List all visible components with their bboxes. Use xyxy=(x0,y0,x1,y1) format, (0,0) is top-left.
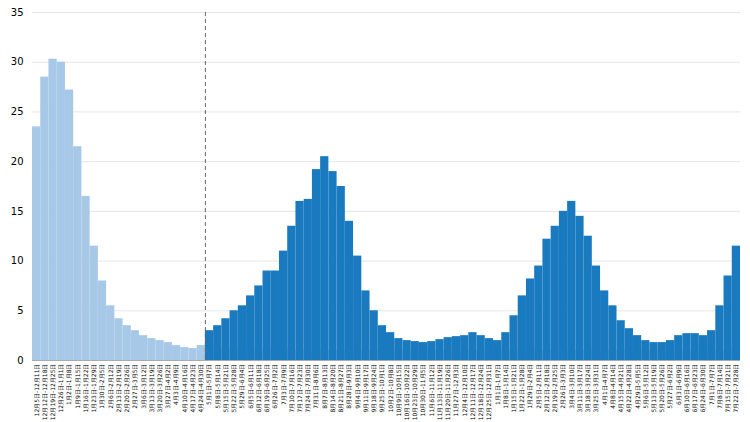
svg-text:5月27日-6月2日: 5月27日-6月2日 xyxy=(666,364,673,409)
svg-text:3月4日-3月10日: 3月4日-3月10日 xyxy=(568,364,575,409)
svg-text:11月27日-12月3日: 11月27日-12月3日 xyxy=(452,364,459,417)
svg-text:35: 35 xyxy=(11,7,24,18)
svg-text:5月1日-5月7日: 5月1日-5月7日 xyxy=(205,364,212,405)
svg-text:8月28日-9月3日: 8月28日-9月3日 xyxy=(345,364,352,409)
svg-text:1月16日-1月22日: 1月16日-1月22日 xyxy=(82,364,89,413)
svg-text:4月3日-4月9日: 4月3日-4月9日 xyxy=(172,364,179,405)
svg-text:1月23日-1月29日: 1月23日-1月29日 xyxy=(90,364,97,413)
svg-text:2月5日-2月11日: 2月5日-2月11日 xyxy=(535,364,542,409)
svg-text:3月27日-4月2日: 3月27日-4月2日 xyxy=(164,364,171,409)
svg-text:7月17日-7月23日: 7月17日-7月23日 xyxy=(296,364,303,413)
svg-text:7月1日-7月7日: 7月1日-7月7日 xyxy=(708,364,715,405)
svg-text:6月3日-6月9日: 6月3日-6月9日 xyxy=(675,364,682,405)
svg-text:4月8日-4月14日: 4月8日-4月14日 xyxy=(609,364,616,409)
svg-text:3月25日-3月31日: 3月25日-3月31日 xyxy=(592,364,599,413)
svg-text:12月25日-12月31日: 12月25日-12月31日 xyxy=(485,364,492,421)
svg-text:12月18日-12月24日: 12月18日-12月24日 xyxy=(477,364,484,421)
svg-text:5月13日-5月19日: 5月13日-5月19日 xyxy=(650,364,657,413)
svg-text:7月15日-7月21日: 7月15日-7月21日 xyxy=(724,364,731,413)
svg-text:1月29日-2月4日: 1月29日-2月4日 xyxy=(526,364,533,409)
svg-text:1月9日-1月15日: 1月9日-1月15日 xyxy=(74,364,81,409)
svg-text:1月8日-1月14日: 1月8日-1月14日 xyxy=(502,364,509,409)
svg-text:9月18日-9月24日: 9月18日-9月24日 xyxy=(370,364,377,413)
svg-text:10月9日-10月15日: 10月9日-10月15日 xyxy=(395,364,402,417)
svg-text:7月10日-7月16日: 7月10日-7月16日 xyxy=(288,364,295,413)
svg-text:4月29日-5月5日: 4月29日-5月5日 xyxy=(634,364,641,409)
svg-text:11月13日-11月19日: 11月13日-11月19日 xyxy=(436,364,443,421)
svg-text:1月22日-1月28日: 1月22日-1月28日 xyxy=(518,364,525,413)
svg-text:3月6日-3月12日: 3月6日-3月12日 xyxy=(140,364,147,409)
svg-text:4月15日-4月21日: 4月15日-4月21日 xyxy=(617,364,624,413)
svg-text:2月12日-2月18日: 2月12日-2月18日 xyxy=(543,364,550,413)
svg-text:5月20日-5月26日: 5月20日-5月26日 xyxy=(658,364,665,413)
svg-text:0: 0 xyxy=(17,355,23,366)
svg-text:6月5日-6月11日: 6月5日-6月11日 xyxy=(247,364,254,409)
svg-text:1月1日-1月7日: 1月1日-1月7日 xyxy=(494,364,501,405)
svg-text:4月1日-4月7日: 4月1日-4月7日 xyxy=(601,364,608,405)
svg-text:3月13日-3月19日: 3月13日-3月19日 xyxy=(148,364,155,413)
svg-text:30: 30 xyxy=(11,56,24,67)
svg-text:9月11日-9月17日: 9月11日-9月17日 xyxy=(362,364,369,413)
svg-text:2月13日-2月19日: 2月13日-2月19日 xyxy=(115,364,122,413)
svg-text:20: 20 xyxy=(11,156,24,167)
svg-text:6月12日-6月18日: 6月12日-6月18日 xyxy=(255,364,262,413)
svg-text:5月22日-5月28日: 5月22日-5月28日 xyxy=(230,364,237,413)
svg-text:12月5日-12月11日: 12月5日-12月11日 xyxy=(33,364,40,417)
svg-text:9月4日-9月10日: 9月4日-9月10日 xyxy=(354,364,361,409)
svg-text:7月3日-7月9日: 7月3日-7月9日 xyxy=(280,364,287,405)
svg-text:2月26日-3月3日: 2月26日-3月3日 xyxy=(559,364,566,409)
svg-text:12月4日-12月10日: 12月4日-12月10日 xyxy=(461,364,468,417)
svg-text:7月8日-7月14日: 7月8日-7月14日 xyxy=(716,364,723,409)
svg-text:12月12日-12月18日: 12月12日-12月18日 xyxy=(41,364,48,421)
svg-text:15: 15 xyxy=(11,206,24,217)
svg-text:11月6日-11月12日: 11月6日-11月12日 xyxy=(428,364,435,417)
svg-text:12月19日-12月25日: 12月19日-12月25日 xyxy=(49,364,56,421)
svg-text:6月10日-6月16日: 6月10日-6月16日 xyxy=(683,364,690,413)
svg-text:1月2日-1月8日: 1月2日-1月8日 xyxy=(65,364,72,405)
svg-text:12月26日-1月1日: 12月26日-1月1日 xyxy=(57,364,64,413)
svg-text:12月11日-12月17日: 12月11日-12月17日 xyxy=(469,364,476,421)
svg-text:2月6日-2月12日: 2月6日-2月12日 xyxy=(107,364,114,409)
svg-text:8月7日-8月13日: 8月7日-8月13日 xyxy=(321,364,328,409)
svg-text:10月23日-10月29日: 10月23日-10月29日 xyxy=(411,364,418,421)
svg-text:5月15日-5月21日: 5月15日-5月21日 xyxy=(222,364,229,413)
svg-text:2月20日-2月26日: 2月20日-2月26日 xyxy=(123,364,130,413)
svg-text:10月16日-10月22日: 10月16日-10月22日 xyxy=(403,364,410,421)
svg-text:4月24日-4月30日: 4月24日-4月30日 xyxy=(197,364,204,413)
svg-text:8月21日-8月27日: 8月21日-8月27日 xyxy=(337,364,344,413)
svg-text:6月26日-7月2日: 6月26日-7月2日 xyxy=(271,364,278,409)
svg-text:10: 10 xyxy=(11,255,24,266)
svg-text:6月19日-6月25日: 6月19日-6月25日 xyxy=(263,364,270,413)
svg-text:10月2日-10月8日: 10月2日-10月8日 xyxy=(387,364,394,413)
svg-text:4月17日-4月23日: 4月17日-4月23日 xyxy=(189,364,196,413)
svg-text:5: 5 xyxy=(17,305,23,316)
svg-text:5月29日-6月4日: 5月29日-6月4日 xyxy=(238,364,245,409)
svg-text:5月6日-5月12日: 5月6日-5月12日 xyxy=(642,364,649,409)
svg-text:7月24日-7月30日: 7月24日-7月30日 xyxy=(304,364,311,413)
svg-text:10月30日-11月5日: 10月30日-11月5日 xyxy=(419,364,426,417)
svg-text:7月31日-8月6日: 7月31日-8月6日 xyxy=(312,364,319,409)
svg-text:1月15日-1月21日: 1月15日-1月21日 xyxy=(510,364,517,413)
svg-text:11月20日-11月26日: 11月20日-11月26日 xyxy=(444,364,451,421)
svg-text:25: 25 xyxy=(11,106,24,117)
svg-text:6月17日-6月23日: 6月17日-6月23日 xyxy=(691,364,698,413)
svg-text:8月14日-8月20日: 8月14日-8月20日 xyxy=(329,364,336,413)
svg-text:3月20日-3月26日: 3月20日-3月26日 xyxy=(156,364,163,413)
svg-text:3月11日-3月17日: 3月11日-3月17日 xyxy=(576,364,583,413)
svg-text:9月25日-10月1日: 9月25日-10月1日 xyxy=(378,364,385,413)
svg-text:4月10日-4月16日: 4月10日-4月16日 xyxy=(181,364,188,413)
svg-text:5月8日-5月14日: 5月8日-5月14日 xyxy=(214,364,221,409)
svg-text:7月22日-7月28日: 7月22日-7月28日 xyxy=(732,364,739,413)
svg-text:2月27日-3月5日: 2月27日-3月5日 xyxy=(131,364,138,409)
svg-text:6月24日-6月30日: 6月24日-6月30日 xyxy=(699,364,706,413)
svg-text:2月19日-2月25日: 2月19日-2月25日 xyxy=(551,364,558,413)
svg-text:3月18日-3月24日: 3月18日-3月24日 xyxy=(584,364,591,413)
svg-text:1月30日-2月5日: 1月30日-2月5日 xyxy=(98,364,105,409)
svg-text:4月22日-4月28日: 4月22日-4月28日 xyxy=(625,364,632,413)
